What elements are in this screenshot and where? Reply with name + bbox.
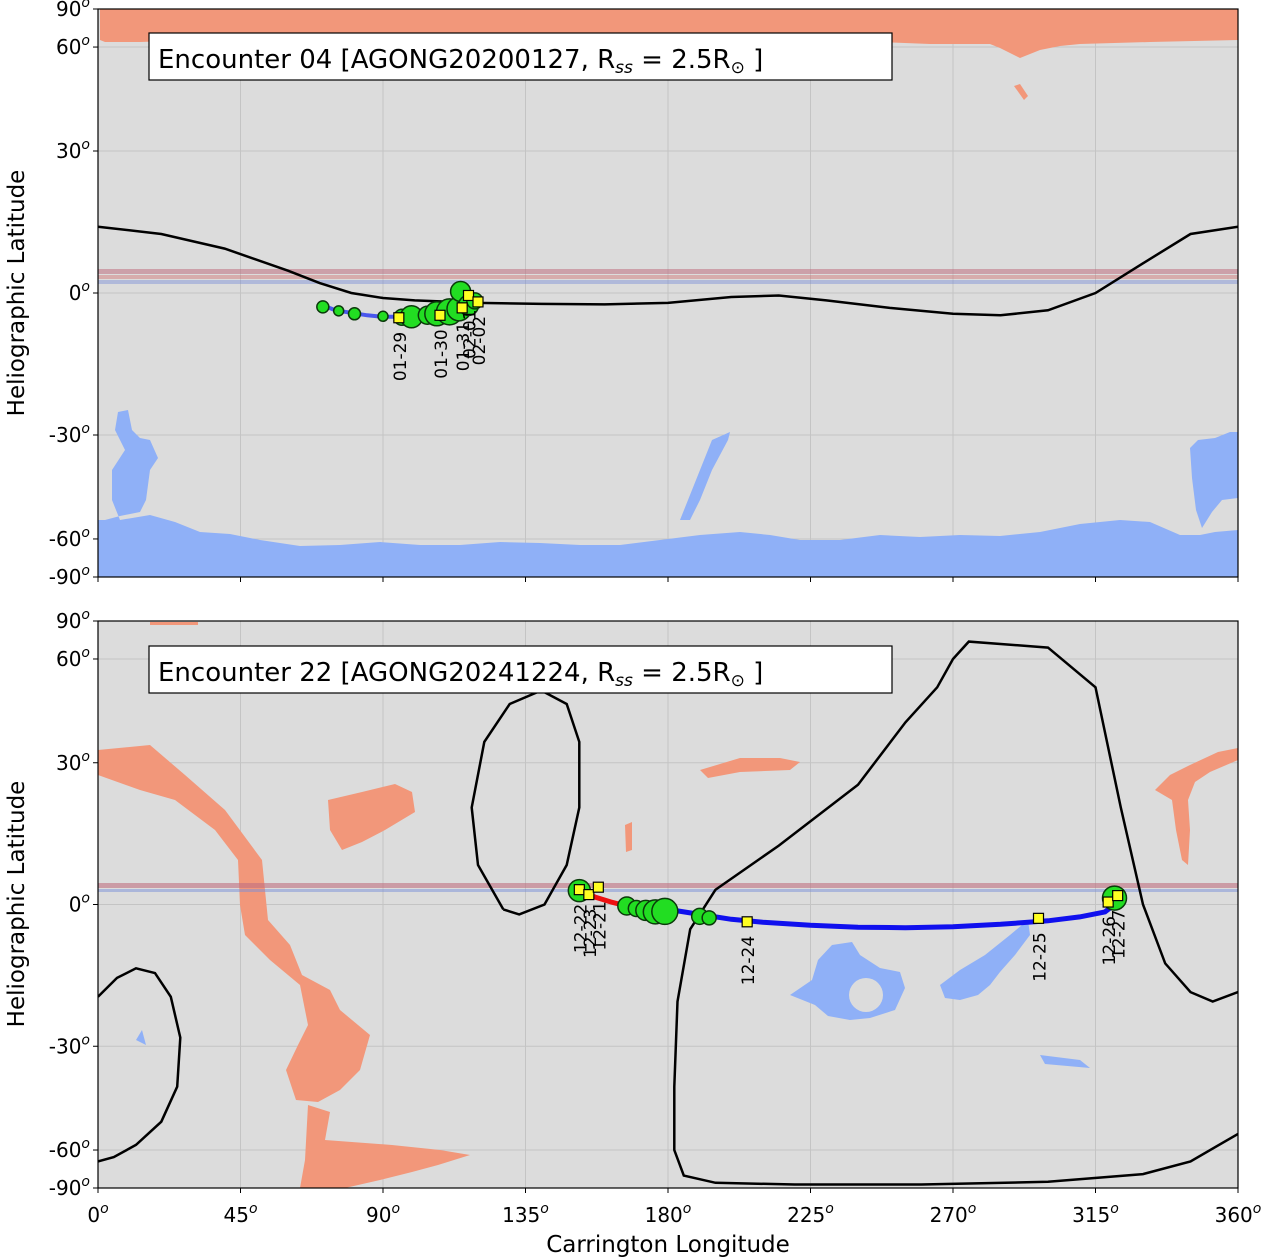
date-marker [1112,889,1124,902]
date-label: 12-27 [1110,910,1130,959]
title-subscript: ss [615,671,633,691]
x-tick-label: 270o [930,1201,977,1227]
title-text: Encounter 22 [AGONG20241224, R [158,658,615,688]
svg-text:Encounter 04 [AGONG20200127, R: Encounter 04 [AGONG20200127, Rss = 2.5R⊙… [158,45,763,78]
hcs-band [98,269,1238,284]
y-axis-label: Heliographic Latitude [4,781,30,1028]
y-tick-label: -90o [49,1174,90,1200]
title-text-mid: = 2.5R [633,45,731,75]
hcs-band [98,883,1238,892]
date-marker [472,296,484,308]
date-label: 01-30 [432,329,452,378]
date-label: 12-25 [1031,932,1051,981]
date-marker [462,289,475,302]
x-tick-label: 135o [502,1201,549,1227]
date-markers [573,881,1124,928]
title-text: Encounter 04 [AGONG20200127, R [158,45,615,75]
date-label: 12-24 [739,936,759,985]
x-tick-label: 225o [787,1201,834,1227]
title-box: Encounter 04 [AGONG20200127, Rss = 2.5R⊙… [148,32,893,81]
x-tick-label: 0o [87,1201,108,1227]
x-tick-label: 315o [1072,1201,1119,1227]
title-text-end: ] [745,658,763,688]
footpoint-marker [347,307,362,321]
date-marker [456,302,468,314]
neutral-line [98,225,1238,317]
date-marker [583,889,595,901]
y-tick-label: -30o [49,421,90,447]
neutral-line [98,966,182,1163]
y-tick-label: -30o [49,1032,90,1058]
date-marker [393,312,405,324]
neutral-lines [98,640,1238,1186]
footpoint-marker [701,910,717,926]
date-label: 01-29 [391,332,411,381]
title-box: Encounter 22 [AGONG20241224, Rss = 2.5R⊙… [148,645,893,694]
date-label: 12-21 [590,901,610,950]
title-text-mid: = 2.5R [633,658,731,688]
y-tick-label: 0o [69,279,90,305]
positive-coronal-hole-patch [1014,84,1028,100]
date-label: 01-31 [454,322,474,371]
date-marker [741,916,753,928]
date-marker [1102,896,1114,908]
x-axis-label: Carrington Longitude [546,1232,790,1258]
negative-coronal-hole [98,410,1238,577]
footpoint-marker [316,300,330,314]
x-tick-label: 90o [366,1201,400,1227]
positive-coronal-holes [98,622,1238,1188]
date-marker [592,881,604,893]
y-axis-label: Heliographic Latitude [4,170,30,417]
title-subscript: ss [615,58,633,78]
date-label: 02-01 [461,309,481,358]
date-markers [393,289,484,324]
date-label: 12-26 [1100,916,1120,965]
x-tick-label: 180o [645,1201,692,1227]
x-tick-labels: 0o 45o 90o 135o 180o 225o 270o 315o 360o [87,1201,1261,1227]
neutral-line [470,689,581,916]
negative-coronal-hole-patch [680,432,730,520]
y-tick-label: 30o [56,749,90,775]
y-tick-label: 30o [56,137,90,163]
trajectory-outbound [667,900,1120,931]
y-tick-label: -90o [49,563,90,589]
date-label: 02-02 [470,316,490,365]
x-tick-label: 360o [1215,1201,1262,1227]
footpoint-marker [651,897,679,926]
footpoint-marker [332,305,345,317]
y-tick-label: -60o [49,1136,90,1162]
y-tick-label: 60o [56,33,90,59]
negative-hole-island [849,978,883,1012]
y-tick-label: 60o [56,645,90,671]
y-tick-label: -60o [49,525,90,551]
y-tick-label: 90o [56,0,90,21]
y-tick-label: 90o [56,607,90,633]
date-label: 12-23 [581,909,601,958]
date-marker [573,884,585,896]
x-tick-label: 45o [223,1201,257,1227]
date-label: 12-22 [571,904,591,953]
date-marker [434,309,446,321]
title-sun-symbol: ⊙ [731,58,745,78]
footpoint-marker [377,310,389,323]
neutral-line [673,640,1238,1186]
title-sun-symbol: ⊙ [731,671,745,691]
date-marker [1032,912,1045,924]
svg-text:Encounter 22 [AGONG20241224, R: Encounter 22 [AGONG20241224, Rss = 2.5R⊙… [158,658,763,691]
y-tick-label: 0o [69,891,90,917]
title-text-end: ] [745,45,763,75]
